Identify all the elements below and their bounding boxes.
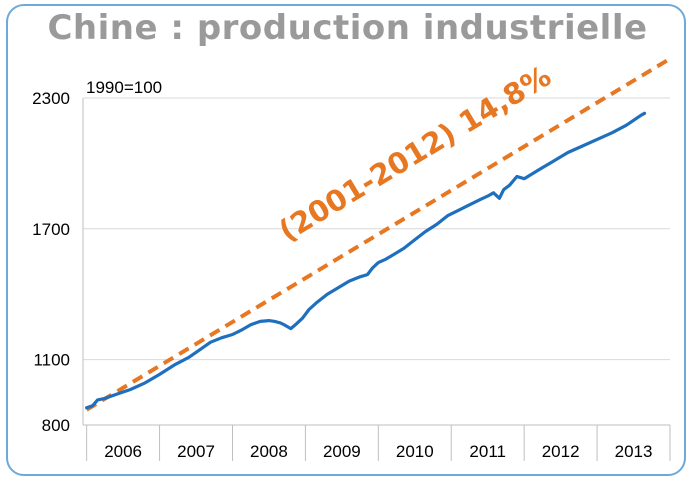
y-tick-label: 2300 <box>32 89 70 108</box>
chart-frame <box>6 4 686 476</box>
x-tick-label: 2008 <box>250 442 288 461</box>
x-tick-labels: 2006 2007 2008 2009 2010 2011 2012 2013 <box>104 442 652 461</box>
series <box>84 57 672 412</box>
base-year-note: 1990=100 <box>86 78 162 97</box>
x-tick-label: 2009 <box>323 442 361 461</box>
production-line <box>84 111 647 410</box>
trend-line <box>85 57 672 412</box>
x-tick-label: 2011 <box>469 442 506 461</box>
x-tick-label: 2006 <box>104 442 142 461</box>
trend-annotation: (2001-2012) 14,8% <box>273 59 557 248</box>
x-tick-label: 2012 <box>542 442 580 461</box>
x-tick-label: 2007 <box>177 442 215 461</box>
y-tick-label: 1100 <box>33 351 70 370</box>
y-tick-label: 1700 <box>32 220 70 239</box>
x-tick-label: 2010 <box>396 442 434 461</box>
y-tick-labels: 800 1100 1700 2300 <box>32 89 70 435</box>
x-tick-label: 2013 <box>615 442 653 461</box>
gridlines <box>83 97 670 361</box>
chart-title: Chine : production industrielle <box>47 8 648 48</box>
y-tick-label: 800 <box>42 416 70 435</box>
axes <box>82 98 671 461</box>
